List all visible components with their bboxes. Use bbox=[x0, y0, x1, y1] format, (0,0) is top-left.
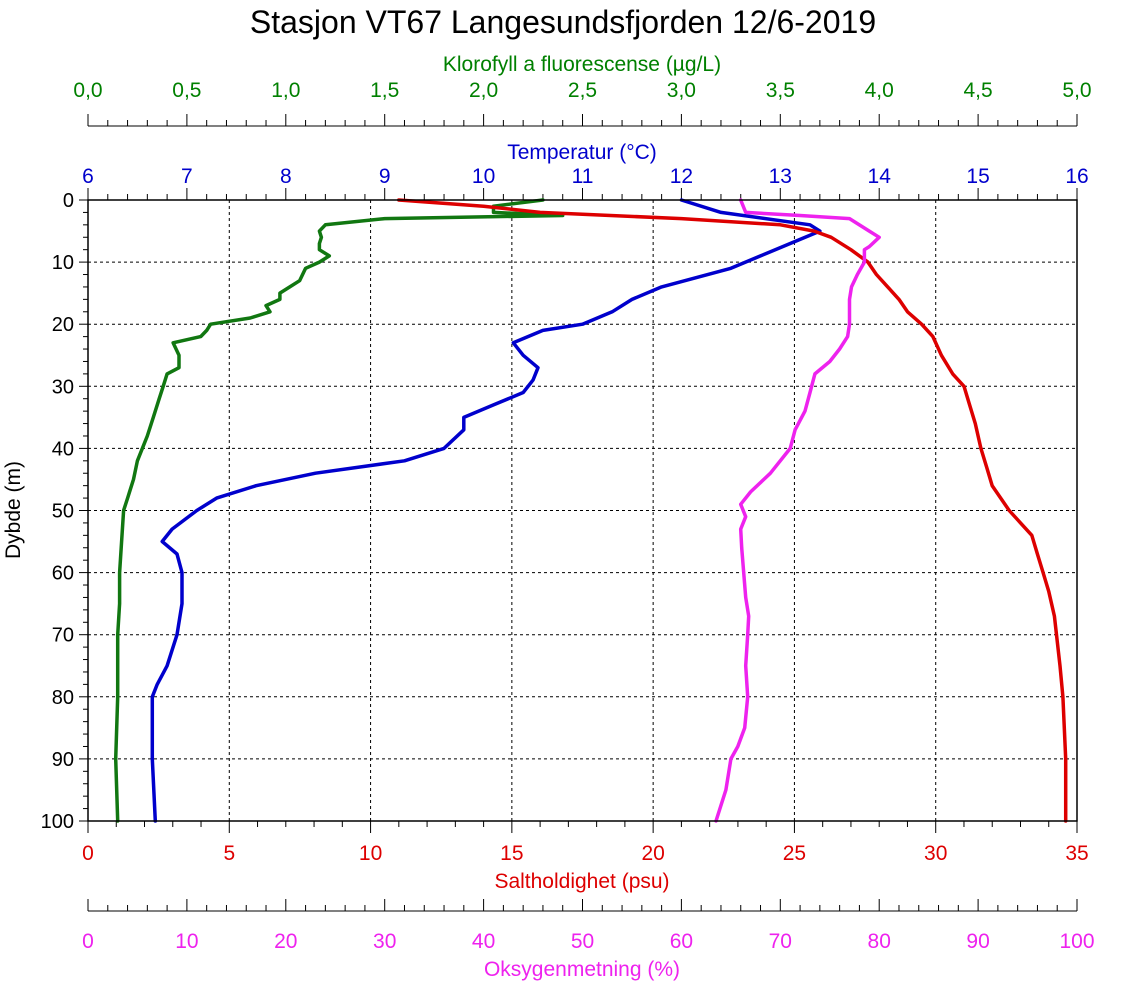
y-tick-label: 80 bbox=[52, 687, 74, 709]
y-tick-label: 60 bbox=[52, 563, 74, 585]
chl-tick-label: 0,0 bbox=[73, 79, 102, 102]
oxy-profile-line bbox=[714, 198, 881, 823]
sal-tick-label: 5 bbox=[223, 842, 235, 865]
temp-tick-label: 8 bbox=[280, 165, 292, 188]
chlorophyll-axis: 0,0 0,5 1,0 1,5 2,0 2,5 3,0 3,5 4,0 4,5 5,0 bbox=[73, 79, 1092, 127]
chl-tick-label: 4,0 bbox=[865, 79, 894, 102]
oxy-tick-label: 50 bbox=[571, 930, 594, 953]
y-tick-label: 70 bbox=[52, 625, 74, 647]
sal-tick-label: 35 bbox=[1065, 842, 1088, 865]
chl-profile-line bbox=[113, 198, 565, 823]
temp-tick-label: 7 bbox=[181, 165, 193, 188]
temp-tick-label: 10 bbox=[472, 165, 495, 188]
sal-tick-label: 0 bbox=[82, 842, 94, 865]
y-tick-label: 50 bbox=[52, 501, 74, 523]
chlorophyll-axis-label: Klorofyll a fluorescense (µg/L) bbox=[443, 53, 721, 76]
sal-tick-label: 30 bbox=[924, 842, 947, 865]
y-tick-label: 20 bbox=[52, 314, 74, 336]
y-tick-label: 100 bbox=[41, 811, 74, 833]
oxy-tick-label: 90 bbox=[966, 930, 989, 953]
oxygen-axis-label: Oksygenmetning (%) bbox=[484, 958, 680, 981]
sal-tick-label: 10 bbox=[359, 842, 382, 865]
chart-title: Stasjon VT67 Langesundsfjorden 12/6-2019 bbox=[250, 4, 876, 40]
plot-frame bbox=[87, 199, 1078, 822]
oxygen-axis: 0 10 20 30 40 50 60 70 80 90 100 bbox=[82, 899, 1095, 953]
oxy-tick-label: 10 bbox=[175, 930, 198, 953]
oxy-tick-label: 80 bbox=[868, 930, 891, 953]
salinity-axis: 0 5 10 15 20 25 30 35 bbox=[82, 820, 1089, 865]
temp-tick-label: 16 bbox=[1065, 165, 1088, 188]
y-axis-ticks: 0 10 20 30 40 50 60 70 80 90 100 bbox=[41, 190, 88, 833]
sal-profile-line bbox=[397, 198, 1068, 823]
temp-tick-label: 14 bbox=[868, 165, 892, 188]
temperature-axis-label: Temperatur (°C) bbox=[507, 141, 657, 164]
depth-axis-label: Dybde (m) bbox=[2, 461, 25, 559]
sal-tick-label: 25 bbox=[783, 842, 806, 865]
y-tick-label: 10 bbox=[52, 252, 74, 274]
temp-tick-label: 13 bbox=[769, 165, 792, 188]
oxy-tick-label: 100 bbox=[1059, 930, 1094, 953]
y-tick-label: 30 bbox=[52, 376, 74, 398]
y-tick-label: 90 bbox=[52, 749, 74, 771]
y-tick-label: 0 bbox=[63, 190, 74, 212]
temperature-axis: 6 7 8 9 10 11 12 13 14 15 16 bbox=[82, 165, 1089, 201]
chl-tick-label: 1,5 bbox=[370, 79, 399, 102]
chl-tick-label: 4,5 bbox=[963, 79, 992, 102]
oxy-tick-label: 0 bbox=[82, 930, 94, 953]
oxy-tick-label: 20 bbox=[274, 930, 297, 953]
chl-tick-label: 3,0 bbox=[667, 79, 696, 102]
temp-tick-label: 11 bbox=[572, 165, 594, 188]
salinity-axis-label: Saltholdighet (psu) bbox=[494, 870, 669, 893]
temp-profile-line bbox=[150, 198, 822, 823]
chl-tick-label: 0,5 bbox=[172, 79, 201, 102]
temp-tick-label: 12 bbox=[670, 165, 693, 188]
sal-tick-label: 15 bbox=[500, 842, 523, 865]
series-lines bbox=[113, 198, 1068, 823]
chl-tick-label: 2,5 bbox=[568, 79, 597, 102]
oxy-tick-label: 60 bbox=[670, 930, 693, 953]
chl-tick-label: 3,5 bbox=[766, 79, 795, 102]
temp-tick-label: 15 bbox=[966, 165, 989, 188]
oxy-tick-label: 40 bbox=[472, 930, 495, 953]
chl-tick-label: 5,0 bbox=[1062, 79, 1091, 102]
chl-tick-label: 1,0 bbox=[271, 79, 300, 102]
y-tick-label: 40 bbox=[52, 438, 74, 460]
temp-tick-label: 9 bbox=[379, 165, 391, 188]
chl-tick-label: 2,0 bbox=[469, 79, 498, 102]
sal-tick-label: 20 bbox=[641, 842, 664, 865]
grid-lines bbox=[88, 200, 1077, 821]
oxy-tick-label: 70 bbox=[769, 930, 792, 953]
temp-tick-label: 6 bbox=[82, 165, 94, 188]
oxy-tick-label: 30 bbox=[373, 930, 396, 953]
